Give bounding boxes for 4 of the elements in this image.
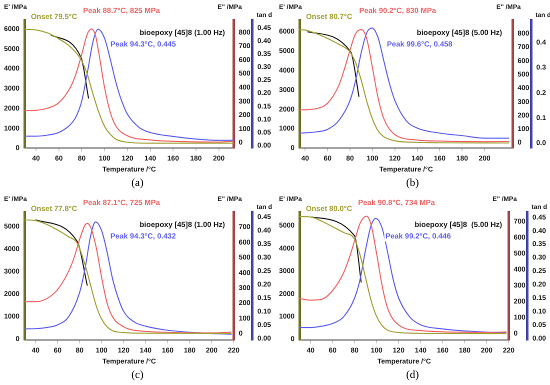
text: (c) — [130, 368, 145, 383]
text: (b) — [405, 176, 420, 191]
text: (a) — [130, 176, 145, 191]
text: (d) — [405, 368, 420, 383]
